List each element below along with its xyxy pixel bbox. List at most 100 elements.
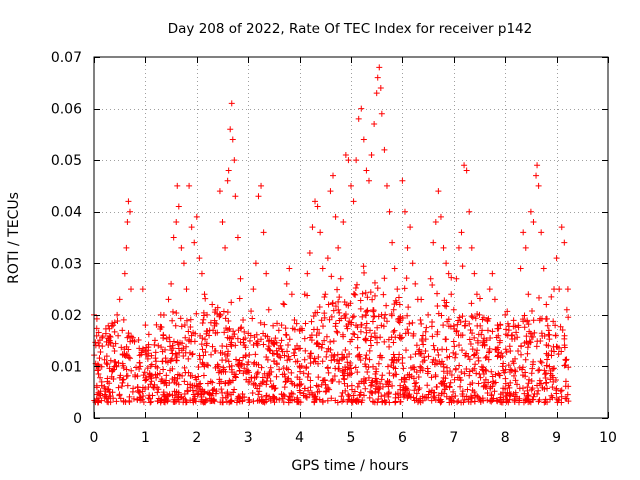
band-point [416,384,423,391]
band-point [492,371,499,378]
band-point [393,299,400,306]
band-point [185,369,192,376]
band-point [324,397,331,404]
series-point [227,126,234,133]
band-point [440,322,447,329]
band-point [459,388,466,395]
band-point [390,329,397,336]
band-point [381,315,388,322]
band-point [425,353,432,360]
band-point [305,370,312,377]
band-point [456,362,463,369]
band-point [250,381,257,388]
band-point [362,355,369,362]
series-point [517,265,524,272]
series-point [353,157,360,164]
x-tick-label: 6 [398,430,407,446]
band-point [482,383,489,390]
band-point [315,354,322,361]
series-point [494,322,501,329]
x-tick-label: 8 [501,430,510,446]
band-point [319,323,326,330]
band-point [219,394,226,401]
band-point [231,386,238,393]
band-point [123,366,130,373]
series-point [401,208,408,215]
band-point [118,383,125,390]
band-point [518,351,525,358]
band-point [200,352,207,359]
band-point [512,377,519,384]
band-point [115,332,122,339]
band-point [445,323,452,330]
series-point [309,224,316,231]
series-point [314,203,321,210]
series-point [558,224,565,231]
band-point [397,382,404,389]
band-point [304,374,311,381]
series-point [422,347,429,354]
band-point [225,348,232,355]
band-point [303,365,310,372]
series-point [471,270,478,277]
band-point [283,332,290,339]
x-tick-label: 1 [141,430,150,446]
band-point [130,395,137,402]
band-point [280,365,287,372]
series-point [534,162,541,169]
series-point [106,389,113,396]
band-point [307,350,314,357]
band-point [251,334,258,341]
band-point [114,317,121,324]
band-point [308,318,315,325]
band-point [161,399,168,406]
band-point [461,396,468,403]
band-point [472,392,479,399]
band-point [187,316,194,323]
band-point [440,368,447,375]
band-point [535,387,542,394]
band-point [300,370,307,377]
band-point [542,375,549,382]
band-point [106,333,113,340]
band-point [451,343,458,350]
band-point [331,352,338,359]
series-point [209,301,216,308]
band-point [286,336,293,343]
band-point [374,339,381,346]
y-tick-label: 0.06 [51,102,82,118]
band-point [371,313,378,320]
band-point [192,330,199,337]
band-point [397,335,404,342]
band-point [136,365,143,372]
band-point [328,357,335,364]
band-point [399,360,406,367]
band-point [489,383,496,390]
band-point [520,399,527,406]
band-point [471,351,478,358]
band-point [463,366,470,373]
band-point [286,356,293,363]
band-point [111,363,118,370]
band-point [428,323,435,330]
band-point [228,339,235,346]
band-point [446,384,453,391]
band-point [515,324,522,331]
band-point [170,338,177,345]
band-point [516,364,523,371]
series-point [371,121,378,128]
series-point [96,342,103,349]
band-point [280,300,287,307]
band-point [296,376,303,383]
band-point [441,386,448,393]
band-point [296,381,303,388]
band-point [185,355,192,362]
series-point [162,358,169,365]
band-point [325,369,332,376]
band-point [393,357,400,364]
band-point [436,358,443,365]
band-point [361,375,368,382]
series-point [183,286,190,293]
band-point [346,318,353,325]
